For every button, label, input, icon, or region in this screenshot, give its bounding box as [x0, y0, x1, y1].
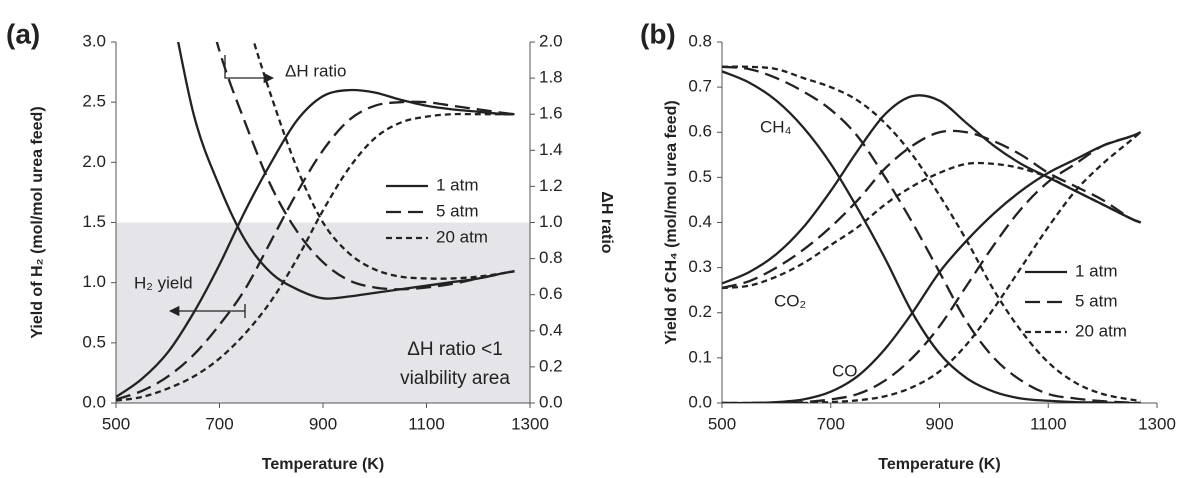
legend-label: 1 atm — [436, 175, 479, 194]
y2-tick-label: 1.6 — [539, 104, 563, 123]
curve — [722, 65, 1141, 402]
y-tick-label: 2.5 — [82, 92, 106, 111]
y-tick-label: 0.1 — [688, 347, 712, 366]
annotation: vialbility area — [400, 368, 510, 389]
legend-label: 5 atm — [436, 201, 479, 220]
x-axis-title: Temperature (K) — [878, 456, 1000, 473]
curve — [722, 129, 1142, 290]
x-tick-label: 1100 — [1030, 414, 1067, 433]
y2-tick-label: 1.4 — [539, 140, 563, 159]
x-tick-label: 1300 — [1138, 414, 1176, 433]
y-tick-label: 0.2 — [688, 302, 712, 321]
curve — [116, 100, 515, 401]
curve — [252, 42, 515, 280]
curve — [722, 65, 1141, 403]
plot-area — [116, 42, 515, 402]
x-tick-label: 900 — [925, 414, 953, 433]
curve — [722, 131, 1142, 403]
y2-tick-label: 0.4 — [539, 320, 563, 339]
y2-tick-label: 0.8 — [539, 248, 563, 267]
x-tick-label: 500 — [102, 414, 130, 433]
y2-tick-label: 0.0 — [539, 392, 563, 411]
legend-label: 20 atm — [436, 227, 488, 246]
annotation: ΔH ratio <1 — [407, 339, 503, 360]
y-tick-label: 0.0 — [82, 392, 106, 411]
y-tick-label: 0.5 — [688, 167, 712, 186]
shaded-region — [116, 222, 530, 403]
curve-label: CO₂ — [774, 291, 806, 310]
curve — [722, 161, 1142, 290]
legend-label: 1 atm — [1075, 261, 1118, 280]
y-tick-label: 0.5 — [82, 332, 106, 351]
curve-label: H₂ yield — [134, 273, 193, 292]
arrow — [170, 304, 246, 318]
x-tick-label: 1300 — [511, 414, 549, 433]
y-tick-label: 0.3 — [688, 257, 712, 276]
curve-label: CH₄ — [760, 117, 792, 136]
y2-tick-label: 2.0 — [539, 31, 563, 50]
x-tick-label: 700 — [205, 414, 233, 433]
y-tick-label: 3.0 — [82, 31, 106, 50]
y2-axis-title: ΔH ratio — [598, 191, 615, 253]
x-tick-label: 1100 — [408, 414, 445, 433]
curve-label: ΔH ratio — [285, 61, 346, 80]
y-tick-label: 0.0 — [688, 392, 712, 411]
legend-label: 5 atm — [1075, 291, 1118, 310]
plot-area — [722, 65, 1142, 403]
y-tick-label: 0.8 — [688, 31, 712, 50]
y2-tick-label: 1.8 — [539, 68, 563, 87]
x-tick-label: 500 — [708, 414, 736, 433]
y-tick-label: 0.6 — [688, 122, 712, 141]
y-tick-label: 0.7 — [688, 77, 712, 96]
y-tick-label: 1.5 — [82, 212, 106, 231]
y-axis-title: Yield of CH₄ (mol/mol urea feed) — [663, 100, 680, 344]
legend-label: 20 atm — [1075, 321, 1127, 340]
y-tick-label: 0.4 — [688, 212, 712, 231]
curve — [116, 88, 515, 398]
y-axis-title: Yield of H₂ (mol/mol urea feed) — [29, 106, 46, 338]
y2-tick-label: 0.6 — [539, 284, 563, 303]
curve — [215, 42, 515, 291]
panel-label: (a) — [6, 18, 40, 49]
curve-label: CO — [832, 361, 858, 380]
arrow — [224, 55, 275, 84]
y2-tick-label: 1.2 — [539, 176, 563, 195]
panel-label: (b) — [640, 18, 676, 49]
x-tick-label: 900 — [309, 414, 337, 433]
x-axis-title: Temperature (K) — [262, 456, 384, 473]
y2-tick-label: 0.2 — [539, 356, 563, 375]
y-tick-label: 1.0 — [82, 272, 106, 291]
curve — [116, 112, 515, 402]
curve — [722, 70, 1141, 403]
x-tick-label: 700 — [817, 414, 845, 433]
y-tick-label: 2.0 — [82, 152, 106, 171]
y2-tick-label: 1.0 — [539, 212, 563, 231]
